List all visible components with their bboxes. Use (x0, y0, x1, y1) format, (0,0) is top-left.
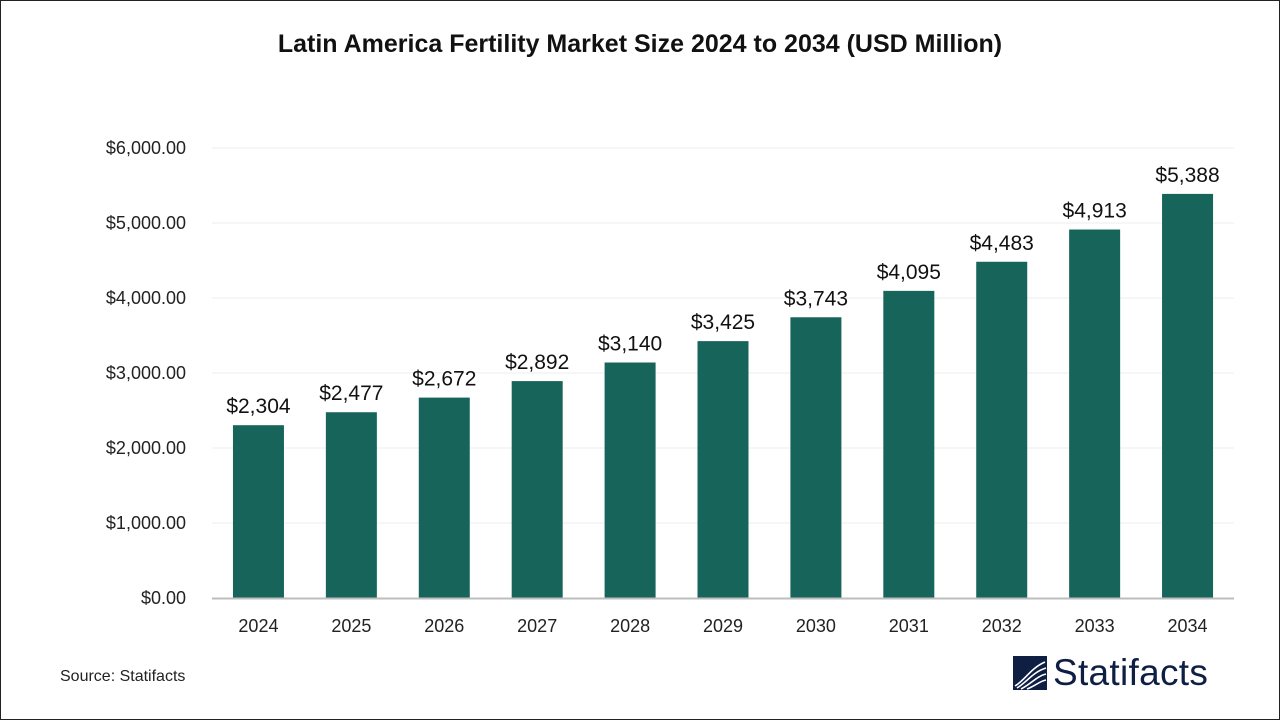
data-label: $3,140 (598, 333, 662, 356)
y-tick-label: $5,000.00 (106, 213, 186, 233)
data-label: $4,913 (1063, 200, 1127, 223)
data-label: $4,095 (877, 261, 941, 284)
x-tick-label: 2029 (703, 616, 743, 636)
bar (604, 362, 656, 598)
data-label: $5,388 (1155, 164, 1219, 187)
x-tick-label: 2028 (610, 616, 650, 636)
data-label: $3,425 (691, 311, 755, 334)
bar (232, 425, 284, 598)
logo-text: Statifacts (1053, 652, 1209, 693)
bar (790, 317, 842, 598)
source-note: Source: Statifacts (60, 668, 186, 685)
x-tick-label: 2030 (796, 616, 836, 636)
y-tick-label: $0.00 (141, 588, 186, 608)
x-tick-label: 2024 (238, 616, 278, 636)
bar (325, 412, 377, 598)
bar (418, 397, 470, 598)
x-tick-label: 2025 (331, 616, 371, 636)
bar (1162, 193, 1214, 598)
bar (1069, 229, 1121, 598)
data-label: $2,892 (505, 351, 569, 374)
bar (511, 381, 563, 598)
x-tick-label: 2026 (424, 616, 464, 636)
data-label: $4,483 (970, 232, 1034, 255)
statifacts-logo-icon (1013, 656, 1047, 690)
y-tick-label: $6,000.00 (106, 138, 186, 158)
data-label: $2,477 (319, 382, 383, 405)
y-tick-label: $4,000.00 (106, 288, 186, 308)
x-tick-label: 2033 (1075, 616, 1115, 636)
data-label: $2,304 (226, 395, 291, 418)
x-tick-label: 2032 (982, 616, 1022, 636)
bar (883, 290, 935, 598)
bar (976, 261, 1028, 598)
statifacts-logo: Statifacts (1013, 652, 1208, 694)
x-tick-label: 2031 (889, 616, 929, 636)
bar (697, 341, 749, 598)
chart-title: Latin America Fertility Market Size 2024… (277, 30, 1003, 58)
data-label: $3,743 (784, 287, 848, 310)
y-tick-label: $2,000.00 (106, 438, 186, 458)
y-tick-label: $3,000.00 (106, 363, 186, 383)
y-tick-label: $1,000.00 (106, 513, 186, 533)
x-tick-label: 2034 (1168, 616, 1208, 636)
x-tick-label: 2027 (517, 616, 557, 636)
data-label: $2,672 (412, 368, 476, 391)
